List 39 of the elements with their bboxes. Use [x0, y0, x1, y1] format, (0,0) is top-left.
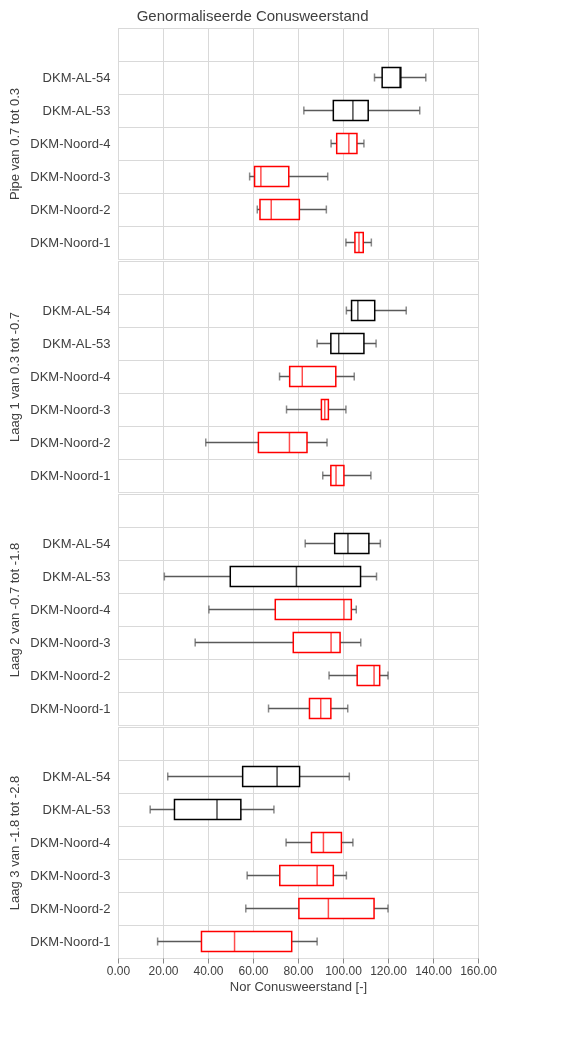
y-tick-label: DKM-Noord-3 — [30, 634, 111, 650]
y-tick-label: DKM-Noord-4 — [30, 601, 111, 617]
y-tick-label: DKM-AL-53 — [42, 568, 111, 584]
y-axis-title: Laag 1 van 0.3 tot -0.7 — [7, 311, 23, 443]
chart-title: Genormaliseerde Conusweerstand — [136, 6, 369, 24]
y-tick-label: DKM-Noord-3 — [30, 867, 111, 883]
y-axis-title: Laag 3 van -1.8 tot -2.8 — [7, 775, 23, 911]
y-tick-label: DKM-AL-53 — [42, 102, 111, 118]
y-tick-label: DKM-Noord-2 — [30, 667, 111, 683]
y-tick-label: DKM-AL-53 — [42, 335, 111, 351]
x-axis-title: Nor Conusweerstand [-] — [229, 978, 368, 994]
y-tick-label: DKM-Noord-2 — [30, 201, 111, 217]
y-tick-label: DKM-Noord-2 — [30, 900, 111, 916]
y-tick-label: DKM-Noord-1 — [30, 933, 111, 949]
x-tick-label: 120.00 — [370, 963, 408, 978]
y-tick-label: DKM-Noord-2 — [30, 434, 111, 450]
x-tick-label: 100.00 — [325, 963, 363, 978]
y-tick-label: DKM-Noord-4 — [30, 368, 111, 384]
y-tick-label: DKM-Noord-3 — [30, 168, 111, 184]
x-tick-label: 80.00 — [283, 963, 314, 978]
y-tick-label: DKM-Noord-1 — [30, 467, 111, 483]
y-tick-label: DKM-AL-53 — [42, 801, 111, 817]
y-tick-label: DKM-AL-54 — [42, 302, 111, 318]
y-tick-label: DKM-Noord-4 — [30, 834, 111, 850]
x-tick-label: 0.00 — [106, 963, 131, 978]
y-tick-label: DKM-Noord-1 — [30, 234, 111, 250]
y-axis-title: Pipe van 0.7 tot 0.3 — [7, 87, 23, 201]
x-tick-label: 20.00 — [148, 963, 179, 978]
x-tick-label: 140.00 — [415, 963, 453, 978]
y-axis-title: Laag 2 van -0.7 tot -1.8 — [7, 542, 23, 678]
y-tick-label: DKM-Noord-3 — [30, 401, 111, 417]
y-tick-label: DKM-Noord-1 — [30, 700, 111, 716]
y-tick-label: DKM-Noord-4 — [30, 135, 111, 151]
y-tick-label: DKM-AL-54 — [42, 535, 111, 551]
y-tick-label: DKM-AL-54 — [42, 69, 111, 85]
x-tick-label: 160.00 — [460, 963, 498, 978]
x-tick-label: 60.00 — [238, 963, 269, 978]
y-tick-label: DKM-AL-54 — [42, 768, 111, 784]
x-tick-label: 40.00 — [193, 963, 224, 978]
